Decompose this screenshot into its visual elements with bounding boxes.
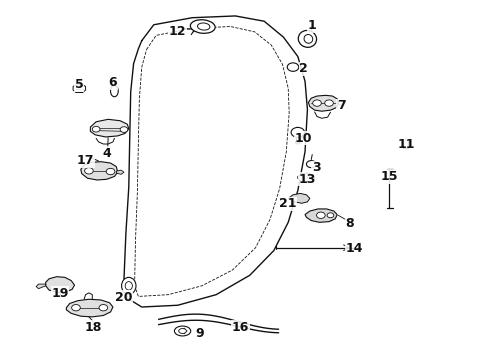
Text: 19: 19 [51, 287, 69, 300]
Text: 11: 11 [397, 138, 415, 151]
Circle shape [291, 127, 305, 137]
Polygon shape [46, 277, 74, 292]
Polygon shape [66, 299, 113, 317]
Polygon shape [90, 119, 129, 137]
Polygon shape [305, 209, 337, 222]
Circle shape [99, 305, 108, 311]
Circle shape [325, 100, 333, 106]
Ellipse shape [298, 31, 317, 47]
Text: 4: 4 [102, 147, 111, 160]
Text: 12: 12 [169, 25, 187, 38]
Text: 6: 6 [109, 76, 117, 90]
Polygon shape [288, 193, 310, 203]
Text: 13: 13 [299, 173, 316, 186]
Text: 7: 7 [337, 99, 345, 112]
Circle shape [120, 127, 128, 132]
Text: 20: 20 [115, 291, 133, 303]
Circle shape [92, 126, 100, 132]
Ellipse shape [174, 326, 191, 336]
Text: 10: 10 [295, 132, 312, 145]
Text: 14: 14 [346, 242, 363, 255]
Text: 2: 2 [299, 62, 308, 75]
Text: 8: 8 [345, 217, 354, 230]
Circle shape [317, 212, 325, 219]
Text: 21: 21 [278, 198, 296, 211]
Ellipse shape [122, 277, 136, 294]
Text: 18: 18 [85, 321, 102, 334]
Circle shape [327, 213, 334, 218]
Ellipse shape [197, 23, 210, 30]
Circle shape [287, 63, 299, 71]
Text: 5: 5 [75, 78, 84, 91]
Circle shape [295, 140, 300, 144]
Ellipse shape [125, 282, 132, 290]
Polygon shape [308, 95, 339, 111]
Circle shape [306, 161, 316, 168]
Polygon shape [36, 284, 46, 289]
Circle shape [72, 305, 80, 311]
Text: 9: 9 [195, 327, 204, 340]
Polygon shape [81, 162, 118, 180]
Circle shape [313, 100, 321, 106]
Ellipse shape [111, 85, 118, 97]
Ellipse shape [179, 329, 186, 333]
Text: 17: 17 [77, 154, 94, 167]
Polygon shape [73, 85, 86, 93]
Polygon shape [116, 170, 124, 174]
Ellipse shape [190, 20, 215, 33]
Text: 15: 15 [380, 170, 398, 183]
Circle shape [85, 168, 93, 174]
Polygon shape [298, 173, 315, 183]
Circle shape [106, 168, 115, 175]
Ellipse shape [304, 35, 313, 43]
Text: 16: 16 [231, 321, 249, 334]
Text: 1: 1 [308, 19, 317, 32]
Text: 3: 3 [312, 161, 320, 174]
